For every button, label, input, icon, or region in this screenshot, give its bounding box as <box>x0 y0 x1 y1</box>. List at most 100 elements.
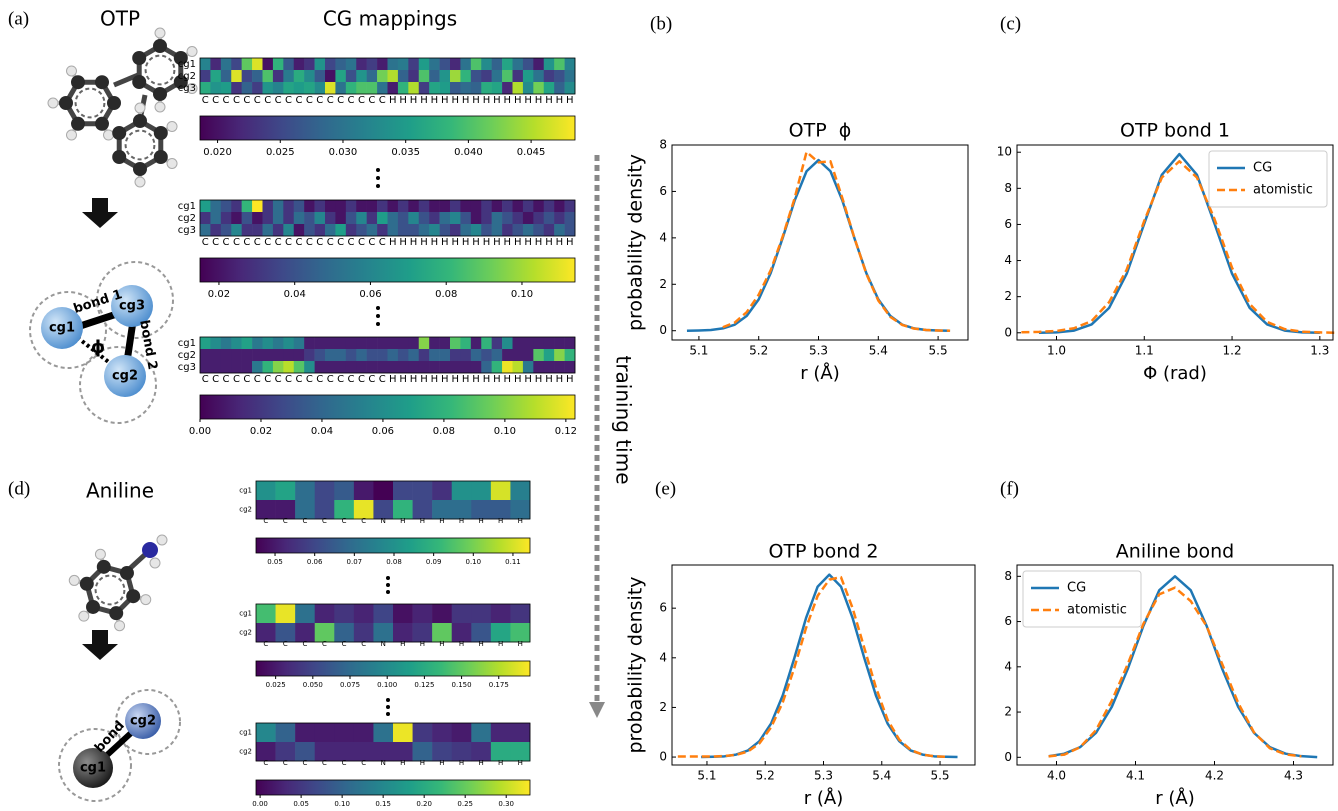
bead-label: cg2 <box>130 714 156 729</box>
heatmap-cell <box>220 58 232 71</box>
heatmap-cell <box>439 337 451 350</box>
colorbar-tick-label: 0.150 <box>452 681 472 689</box>
hydrogen <box>66 129 77 141</box>
column-label: H <box>498 759 503 767</box>
heatmap-cell <box>293 82 305 95</box>
y-tick-label: 2 <box>1004 289 1012 303</box>
column-label: H <box>545 95 553 106</box>
colorbar-tick-label: 0.30 <box>498 800 514 808</box>
heatmap-cell <box>564 58 576 71</box>
heatmap-cell <box>471 742 492 762</box>
heatmap-cell <box>387 58 399 71</box>
column-label: C <box>379 237 386 248</box>
column-label: C <box>283 640 288 648</box>
heatmap-cell <box>470 82 482 95</box>
heatmap-cell <box>272 349 284 362</box>
column-label: C <box>342 517 347 525</box>
heatmap-cell <box>304 82 315 95</box>
heatmap-cell <box>554 70 565 83</box>
heatmap-cell <box>231 337 242 350</box>
heatmap-cell <box>345 58 357 71</box>
heatmap-cell <box>491 58 503 71</box>
column-label: H <box>420 237 428 248</box>
heatmap-cell <box>377 361 388 374</box>
heatmap-cell <box>512 349 524 362</box>
heatmap-cell <box>220 337 232 350</box>
colorbar-tick-label: 0.08 <box>435 289 457 300</box>
heatmap-cell <box>533 349 545 362</box>
heatmap-cell <box>387 70 399 83</box>
column-label: H <box>556 237 564 248</box>
heatmap-cell <box>334 742 355 762</box>
column-label: C <box>243 374 250 385</box>
heatmap-cell <box>252 200 263 213</box>
column-label: H <box>566 95 574 106</box>
heatmap-cell <box>564 337 576 350</box>
x-tick-label: 5.2 <box>749 344 768 358</box>
hydrogen <box>154 27 166 39</box>
angle-label: ϕ <box>91 337 105 358</box>
chart-title: OTP bond 2 <box>769 541 879 563</box>
heatmap-cell <box>353 742 374 762</box>
heatmap-cell <box>241 212 253 225</box>
heatmap-cell <box>200 212 211 225</box>
column-label: C <box>337 95 344 106</box>
column-label: H <box>518 759 523 767</box>
column-label: C <box>302 640 307 648</box>
heatmap-cell <box>397 70 409 83</box>
heatmap-cell <box>275 500 296 520</box>
heatmap-cell <box>418 200 430 213</box>
y-tick-label: 4 <box>659 230 667 244</box>
bead-label: cg1 <box>49 321 75 336</box>
heatmap-cell <box>252 337 263 350</box>
column-label: H <box>389 95 397 106</box>
heatmap-cell <box>460 58 472 71</box>
heatmap-cell <box>450 337 461 350</box>
aromatic-ring <box>124 129 156 161</box>
arrow-head <box>589 702 605 718</box>
colorbar-tick-label: 0.04 <box>311 426 333 437</box>
heatmap-cell <box>353 604 374 624</box>
column-label: C <box>243 237 250 248</box>
column-label: C <box>285 237 292 248</box>
column-label: C <box>358 237 365 248</box>
heatmap-cell <box>272 361 284 374</box>
column-label: C <box>263 759 268 767</box>
heatmap-cell <box>295 481 316 501</box>
column-label: H <box>459 759 464 767</box>
column-label: H <box>478 759 483 767</box>
heatmap-cell <box>262 361 274 374</box>
heatmap-cell <box>451 604 472 624</box>
x-axis-label: r (Å) <box>800 362 839 384</box>
heatmap-cell <box>460 212 472 225</box>
heatmap-cell <box>543 337 555 350</box>
heatmap-cell <box>252 58 263 71</box>
y-tick-label: 10 <box>997 145 1012 159</box>
heatmap-cell <box>335 212 347 225</box>
heatmap-cell <box>377 224 388 237</box>
heatmap-cell <box>304 224 315 237</box>
colorbar-tick-label: 0.06 <box>372 426 394 437</box>
column-label: H <box>439 517 444 525</box>
column-label: C <box>202 374 209 385</box>
column-label: C <box>243 95 250 106</box>
column-label: H <box>483 237 491 248</box>
heatmap-cell <box>295 604 316 624</box>
heatmap-cell <box>533 224 545 237</box>
heatmap-cell <box>522 200 534 213</box>
column-label: C <box>337 237 344 248</box>
heatmap-cell <box>450 70 461 83</box>
aromatic-ring <box>74 87 106 119</box>
series-line <box>1021 160 1338 335</box>
heatmap-cell <box>564 70 576 83</box>
carbon <box>126 589 141 604</box>
x-tick-label: 5.3 <box>814 769 833 783</box>
column-label: C <box>342 759 347 767</box>
heatmap-cell <box>252 82 263 95</box>
heatmap-cell <box>533 200 545 213</box>
series-line <box>722 150 951 332</box>
series-line <box>1038 152 1320 335</box>
heatmap-cell <box>543 361 555 374</box>
legend-label: atomistic <box>1067 603 1127 618</box>
row-label: cg3 <box>178 83 196 94</box>
